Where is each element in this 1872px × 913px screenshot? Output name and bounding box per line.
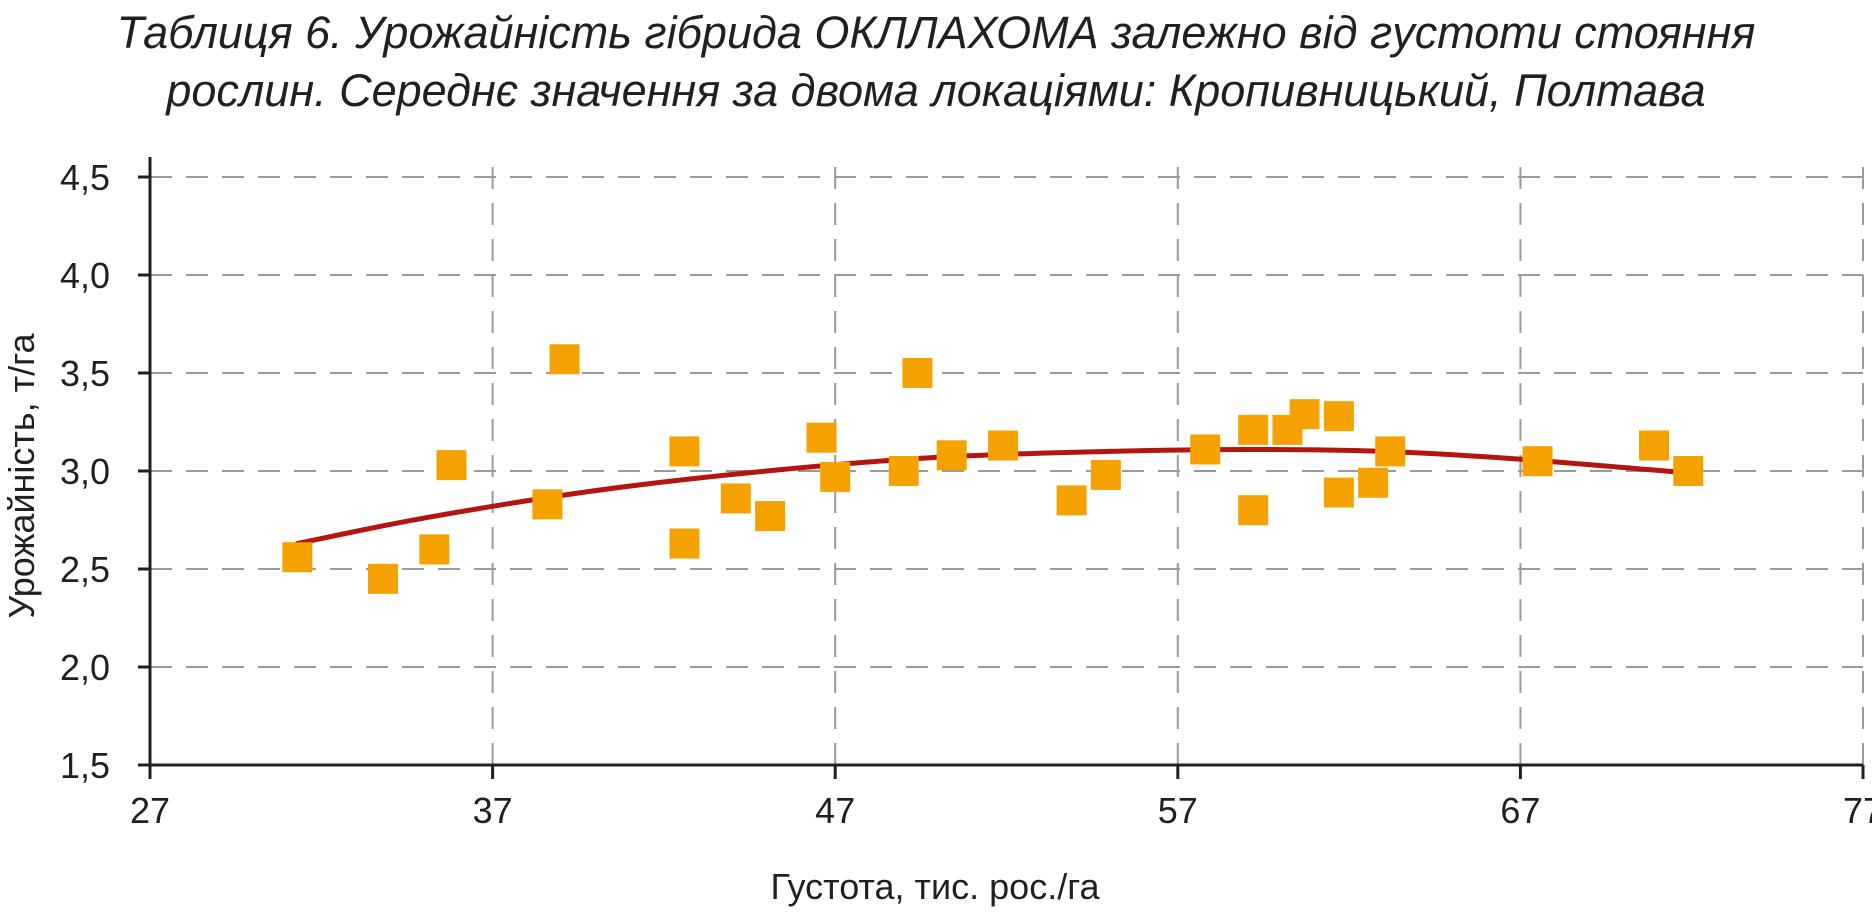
gridlines [150,157,1864,765]
axes [138,157,1865,779]
data-point [1056,485,1087,516]
data-point [1238,414,1269,445]
data-point [806,422,837,453]
data-point [1673,456,1704,486]
y-axis-label: Урожайність, т/га [1,332,42,618]
data-point [436,450,467,481]
y-tick-label: 4,5 [60,157,110,198]
data-point [669,436,700,467]
data-point [669,528,700,559]
x-tick-label: 47 [815,790,855,831]
y-tick-label: 2,0 [60,647,110,688]
data-point [1289,399,1320,430]
trend-line [294,446,1691,547]
x-tick-label: 77 [1843,790,1872,831]
x-tick-label: 27 [130,790,170,831]
data-point [1190,434,1221,465]
y-tick-label: 2,5 [60,549,110,590]
data-point [755,501,786,532]
data-point [936,440,967,471]
data-point [902,358,933,388]
data-point [720,483,751,514]
data-point [532,489,563,520]
y-tick-label: 3,5 [60,353,110,394]
x-axis-label: Густота, тис. рос./га [770,866,1100,907]
data-point [820,461,851,492]
data-point [988,430,1019,461]
x-tick-label: 57 [1158,790,1198,831]
y-tick-label: 4,0 [60,255,110,296]
data-point [888,456,919,486]
y-tick-label: 1,5 [60,745,110,786]
data-point [419,534,450,565]
chart-title: Таблиця 6. Урожайність гібрида ОКЛЛАХОМА… [0,4,1872,120]
data-point [367,563,398,594]
x-tick-label: 67 [1500,790,1540,831]
data-point [1639,430,1670,461]
data-point [282,542,313,573]
data-point [1358,467,1389,498]
data-points [282,344,1704,594]
y-tick-label: 3,0 [60,451,110,492]
tick-labels: 1,5 2,0 2,5 3,0 3,5 4,0 4,5 27 37 47 57 67 77 [60,157,1872,831]
data-point [1375,436,1406,467]
data-point [549,344,580,375]
x-tick-label: 37 [473,790,513,831]
data-point [1090,459,1121,490]
data-point [1323,401,1354,432]
data-point [1323,477,1354,508]
data-point [1522,446,1553,477]
chart-title-line-1: Таблиця 6. Урожайність гібрида ОКЛЛАХОМА… [116,7,1756,58]
chart-title-line-2: рослин. Середнє значення за двома локаці… [166,65,1706,116]
data-point [1238,495,1269,526]
